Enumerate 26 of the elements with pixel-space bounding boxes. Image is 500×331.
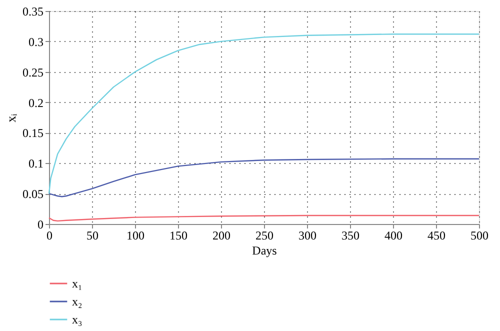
x-tick-label: 50 — [86, 228, 98, 242]
x-tick-label: 250 — [256, 228, 274, 242]
y-tick-label: 0.35 — [22, 4, 44, 18]
y-tick-label: 0.3 — [28, 34, 44, 49]
x-tick-label: 350 — [342, 228, 360, 242]
x-tick-label: 200 — [212, 228, 230, 242]
x-tick-label: 100 — [126, 228, 144, 242]
x-tick-label: 300 — [298, 228, 316, 242]
x-tick-label: 400 — [384, 228, 402, 242]
y-tick-label: 0.25 — [22, 65, 44, 80]
y-tick-label: 0.2 — [28, 96, 44, 110]
line-series — [48, 34, 480, 194]
x-tick-label: 500 — [470, 228, 488, 242]
y-axis-title: xᵢ — [4, 112, 18, 122]
y-tick-label: 0.15 — [22, 126, 44, 140]
legend-label: x₂ — [72, 294, 82, 308]
x-tick-label: 0 — [46, 228, 52, 242]
x-axis-title: Days — [252, 244, 278, 258]
y-tick-label: 0 — [38, 218, 44, 232]
legend-label: x₁ — [72, 276, 82, 290]
y-tick-label: 0.05 — [22, 187, 44, 202]
x-tick-label: 450 — [428, 228, 446, 242]
y-tick-label: 0.1 — [28, 156, 44, 171]
legend-label: x₃ — [72, 312, 82, 326]
x-tick-label: 150 — [170, 228, 188, 242]
line-series — [48, 158, 480, 198]
